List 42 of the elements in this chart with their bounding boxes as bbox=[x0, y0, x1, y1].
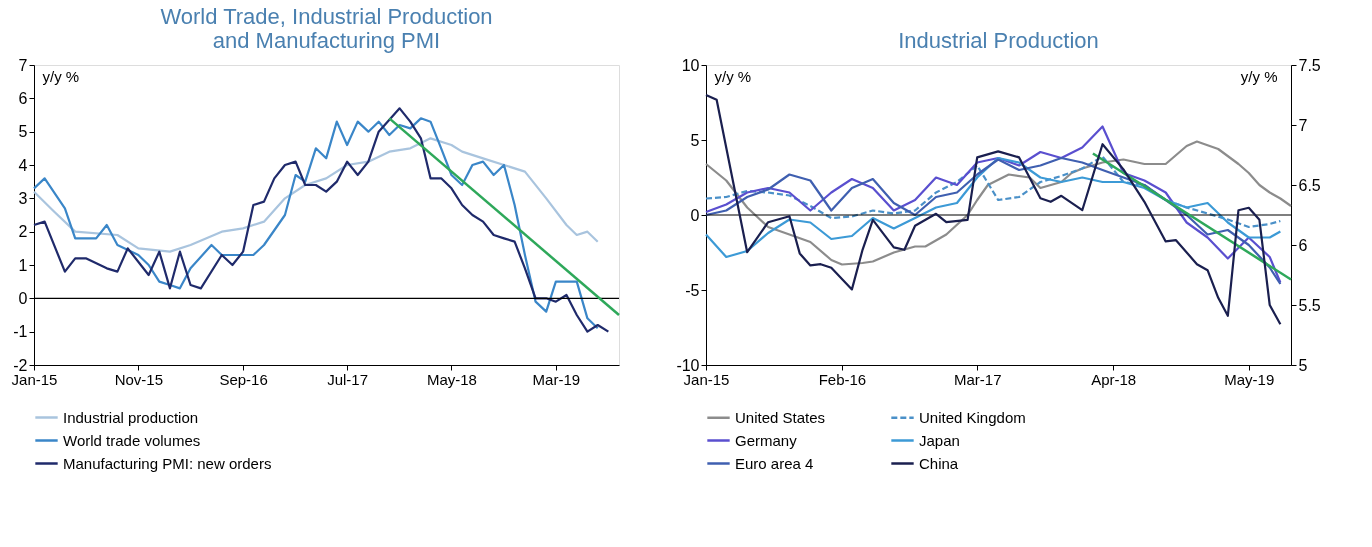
legend-label: Japan bbox=[919, 431, 960, 449]
x-tick-label: Feb-16 bbox=[818, 370, 867, 388]
x-tick-label: Nov-15 bbox=[114, 370, 164, 388]
y-tick-label: 2 bbox=[18, 223, 28, 241]
x-tick-label: Mar-17 bbox=[953, 370, 1002, 388]
y2-tick-label: 5 bbox=[1298, 356, 1308, 374]
y-tick-label: -5 bbox=[685, 281, 700, 299]
legend-label: China bbox=[919, 454, 959, 472]
y-tick-label: 0 bbox=[18, 289, 28, 307]
y-tick-label: 5 bbox=[690, 131, 700, 149]
legend-label: World trade volumes bbox=[63, 431, 201, 449]
y2-tick-label: 6 bbox=[1298, 236, 1308, 254]
y-tick-label: 6 bbox=[18, 89, 28, 107]
y-tick-label: 10 bbox=[681, 56, 700, 74]
y2-tick-label: 7.5 bbox=[1298, 56, 1321, 74]
y-tick-label: 0 bbox=[690, 206, 700, 224]
y-tick-label: -1 bbox=[13, 323, 28, 341]
y-tick-label: 7 bbox=[18, 56, 28, 74]
legend-label: Germany bbox=[735, 431, 798, 449]
x-tick-label: May-19 bbox=[1224, 370, 1275, 388]
y-axis-title: y/y % bbox=[42, 67, 80, 85]
x-tick-label: Mar-19 bbox=[532, 370, 581, 388]
legend-label: United Kingdom bbox=[919, 408, 1026, 426]
y-axis-title: y/y % bbox=[714, 67, 752, 85]
y-tick-label: 5 bbox=[18, 123, 28, 141]
x-tick-label: Jul-17 bbox=[327, 370, 369, 388]
legend-label: Industrial production bbox=[63, 408, 199, 426]
y2-tick-label: 6.5 bbox=[1298, 176, 1321, 194]
x-tick-label: May-18 bbox=[426, 370, 477, 388]
legend-label: Manufacturing PMI: new orders bbox=[63, 454, 272, 472]
legend-label: United States bbox=[735, 408, 826, 426]
chart-title: Industrial Production bbox=[898, 28, 1099, 53]
y-tick-label: 4 bbox=[18, 156, 28, 174]
y2-tick-label: 5.5 bbox=[1298, 296, 1321, 314]
chart-title: World Trade, Industrial Production and Manufacturing PMI bbox=[160, 4, 493, 53]
x-tick-label: Apr-18 bbox=[1091, 370, 1137, 388]
x-tick-label: Sep-16 bbox=[219, 370, 268, 388]
y2-tick-label: 7 bbox=[1298, 116, 1308, 134]
y-tick-label: 1 bbox=[18, 256, 28, 274]
legend-label: Euro area 4 bbox=[735, 454, 814, 472]
y2-axis-title: y/y % bbox=[1240, 67, 1278, 85]
y-tick-label: 3 bbox=[18, 189, 28, 207]
